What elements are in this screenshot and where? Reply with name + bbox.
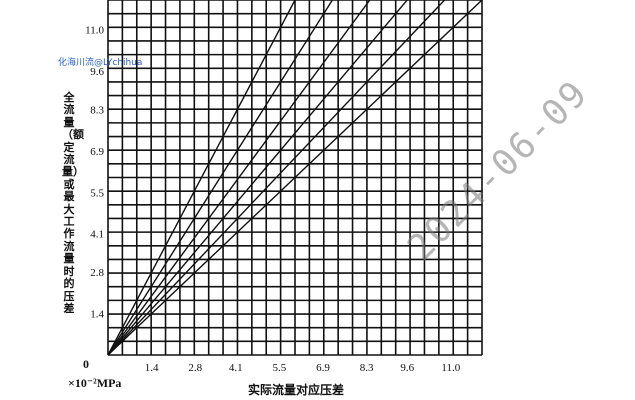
unit-label: ×10⁻²MPa xyxy=(68,376,121,390)
x-axis-label: 实际流量对应压差 xyxy=(248,382,344,397)
x-tick-label: 6.9 xyxy=(316,362,330,374)
x-tick-label: 5.5 xyxy=(273,362,287,374)
series-line xyxy=(107,0,333,356)
series-line xyxy=(107,0,446,356)
x-tick-label: 11.0 xyxy=(441,362,460,374)
series-line xyxy=(107,0,371,356)
series-line xyxy=(107,0,483,356)
series-lines xyxy=(107,0,483,356)
y-tick-label: 2.8 xyxy=(90,267,104,279)
y-tick-label: 5.5 xyxy=(90,187,104,199)
y-tick-label: 9.6 xyxy=(90,66,104,78)
tick-labels: 1.4 2.8 4.1 5.5 6.9 8.3 9.6 11.0 1.4 2.8 4.1 5.5 6.9… xyxy=(85,25,461,374)
y-tick-label: 6.9 xyxy=(90,146,104,158)
x-tick-label: 2.8 xyxy=(188,362,202,374)
x-tick-label: 9.6 xyxy=(400,362,414,374)
source-watermark: 化海川流@LYchihua xyxy=(58,58,143,68)
y-tick-label: 8.3 xyxy=(90,104,104,116)
series-line xyxy=(107,0,408,356)
origin-label: 0 xyxy=(83,357,89,371)
y-axis-label: 全流量（额定流量）或最大工作流量时的压差 xyxy=(62,91,84,315)
x-tick-label: 4.1 xyxy=(229,362,243,374)
x-tick-label: 1.4 xyxy=(145,362,159,374)
y-tick-label: 11.0 xyxy=(85,25,104,37)
grid xyxy=(107,0,483,356)
y-tick-label: 4.1 xyxy=(90,229,104,241)
x-tick-label: 8.3 xyxy=(360,362,374,374)
series-line xyxy=(107,0,296,356)
y-tick-label: 1.4 xyxy=(90,309,104,321)
